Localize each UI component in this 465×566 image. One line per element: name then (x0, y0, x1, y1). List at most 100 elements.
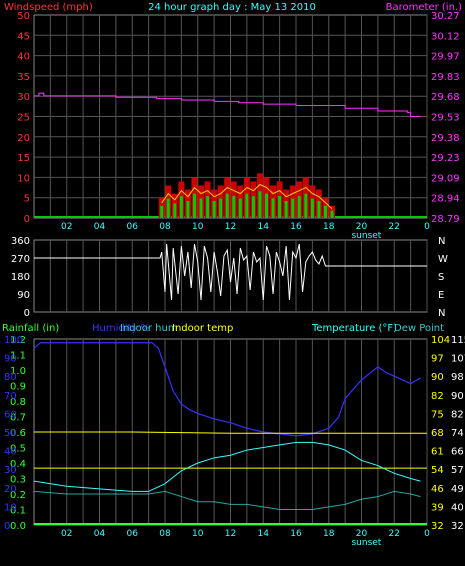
direction-compass-label: W (438, 254, 448, 265)
wind-hour-label: 02 (61, 222, 72, 232)
direction-compass-label: N (438, 236, 445, 247)
rain-tick-label: 0.3 (10, 475, 26, 486)
wind-hour-label: 20 (356, 222, 368, 232)
wind-avg-bar (225, 193, 229, 218)
wind-avg-bar (330, 210, 334, 218)
temp-hour-label: 02 (61, 529, 72, 539)
temperature-line (33, 441, 421, 492)
wind-tick-label: 35 (17, 72, 30, 83)
humidity-tick-label: 100 (4, 335, 23, 346)
wind-avg-bar (219, 198, 223, 218)
wind-tick-label: 0 (24, 214, 30, 225)
wind-avg-bar (160, 205, 164, 218)
wind-avg-bar (304, 193, 308, 218)
temp-tick-label-a: 61 (431, 447, 444, 458)
wind-avg-bar (192, 193, 196, 218)
wind-avg-bar (212, 200, 216, 218)
direction-compass-label: S (438, 272, 444, 283)
direction-tick-label: 270 (11, 254, 30, 265)
wind-hour-label: 16 (290, 222, 302, 232)
chart-title: 24 hour graph day : May 13 2010 (148, 2, 316, 13)
temp-tick-label-a: 54 (431, 465, 444, 476)
temp-hour-label: 20 (356, 529, 368, 539)
indoor-hum-label: Indoor hum (120, 323, 178, 334)
baro-tick-label: 28.94 (431, 194, 460, 205)
temp-tick-label-b: 66 (451, 447, 464, 458)
temp-tick-label-a: 68 (431, 428, 444, 439)
temp-tick-label-b: 40 (451, 502, 464, 513)
temp-tick-label-a: 39 (431, 502, 444, 513)
humidity-tick-label: 30 (4, 465, 17, 476)
baro-tick-label: 29.23 (431, 153, 460, 164)
humidity-label: Humidity % (92, 323, 150, 334)
rain-tick-label: 0.4 (10, 459, 26, 470)
barometer-line (34, 92, 421, 117)
temp-hour-label: 04 (94, 529, 106, 539)
rain-tick-label: 0.8 (10, 397, 26, 408)
wind-tick-label: 45 (17, 31, 30, 42)
rain-tick-label: 0.1 (10, 506, 26, 517)
wind-avg-bar (310, 198, 314, 218)
wind-avg-bar (232, 196, 236, 218)
rain-tick-label: 0.7 (10, 413, 26, 424)
wind-avg-bar (258, 191, 262, 218)
rain-tick-label: 0.2 (10, 490, 26, 501)
temp-hour-label: 18 (323, 529, 335, 539)
axis-labels: 0 5 10 15 20 25 30 35 40 45 50 28.79 28.94 29.09 29.23… (4, 11, 465, 548)
wind-tick-label: 40 (17, 52, 30, 63)
temp-tick-label-a: 97 (431, 354, 444, 365)
rain-tick-label: 1.2 (10, 335, 26, 346)
temp-tick-label-a: 46 (431, 484, 444, 495)
wind-tick-label: 20 (17, 133, 30, 144)
temp-tick-label-a: 32 (431, 521, 444, 532)
baro-tick-label: 29.09 (431, 173, 460, 184)
temp-tick-label-a: 75 (431, 409, 444, 420)
temp-hour-label: 0 (424, 529, 430, 539)
wind-hour-label: 18 (323, 222, 335, 232)
temp-sunset-label: sunset (351, 538, 381, 548)
wind-grid (34, 15, 428, 218)
baro-tick-label: 29.38 (431, 133, 460, 144)
wind-avg-bar (291, 198, 295, 218)
wind-avg-bar (317, 200, 321, 218)
temp-hour-label: 22 (389, 529, 400, 539)
wind-avg-bar (166, 198, 170, 218)
wind-avg-bar (186, 200, 190, 218)
wind-tick-label: 50 (17, 11, 30, 22)
wind-avg-bar (206, 196, 210, 218)
wind-avg-bar (199, 198, 203, 218)
wind-hour-label: 10 (192, 222, 204, 232)
wind-tick-label: 15 (17, 153, 30, 164)
indoor-temp-label: Indoor temp (172, 323, 233, 334)
wind-tick-label: 5 (24, 194, 30, 205)
wind-avg-bar (271, 198, 275, 218)
rain-tick-label: 1.1 (10, 351, 26, 362)
wind-avg-bar (173, 203, 177, 218)
baro-tick-label: 29.83 (431, 72, 460, 83)
rainfall-label: Rainfall (in) (2, 323, 59, 334)
wind-avg-bar (238, 198, 242, 218)
wind-hour-label: 04 (94, 222, 106, 232)
rain-tick-label: 0.5 (10, 444, 26, 455)
wind-avg-bar (284, 200, 288, 218)
rain-tick-label: 0.9 (10, 382, 26, 393)
direction-tick-label: 360 (11, 236, 30, 247)
wind-avg-bar (265, 193, 269, 218)
baro-tick-label: 30.12 (431, 31, 460, 42)
baro-tick-label: 28.79 (431, 214, 460, 225)
humidity-tick-label: 10 (4, 502, 17, 513)
dew-point-line (33, 490, 421, 510)
wind-gust-line (161, 183, 333, 210)
baro-tick-label: 30.27 (431, 11, 460, 22)
temp-tick-label-b: 98 (451, 372, 464, 383)
temp-tick-label-b: 32 (451, 521, 464, 532)
direction-tick-label: 90 (17, 290, 30, 301)
wind-hour-label: 06 (127, 222, 139, 232)
wind-tick-label: 30 (17, 92, 30, 103)
wind-avg-bar (251, 196, 255, 218)
humidity-line (33, 342, 421, 437)
temp-tick-label-b: 115 (451, 335, 465, 346)
direction-tick-label: 180 (11, 272, 30, 283)
temp-tick-label-b: 74 (451, 428, 464, 439)
